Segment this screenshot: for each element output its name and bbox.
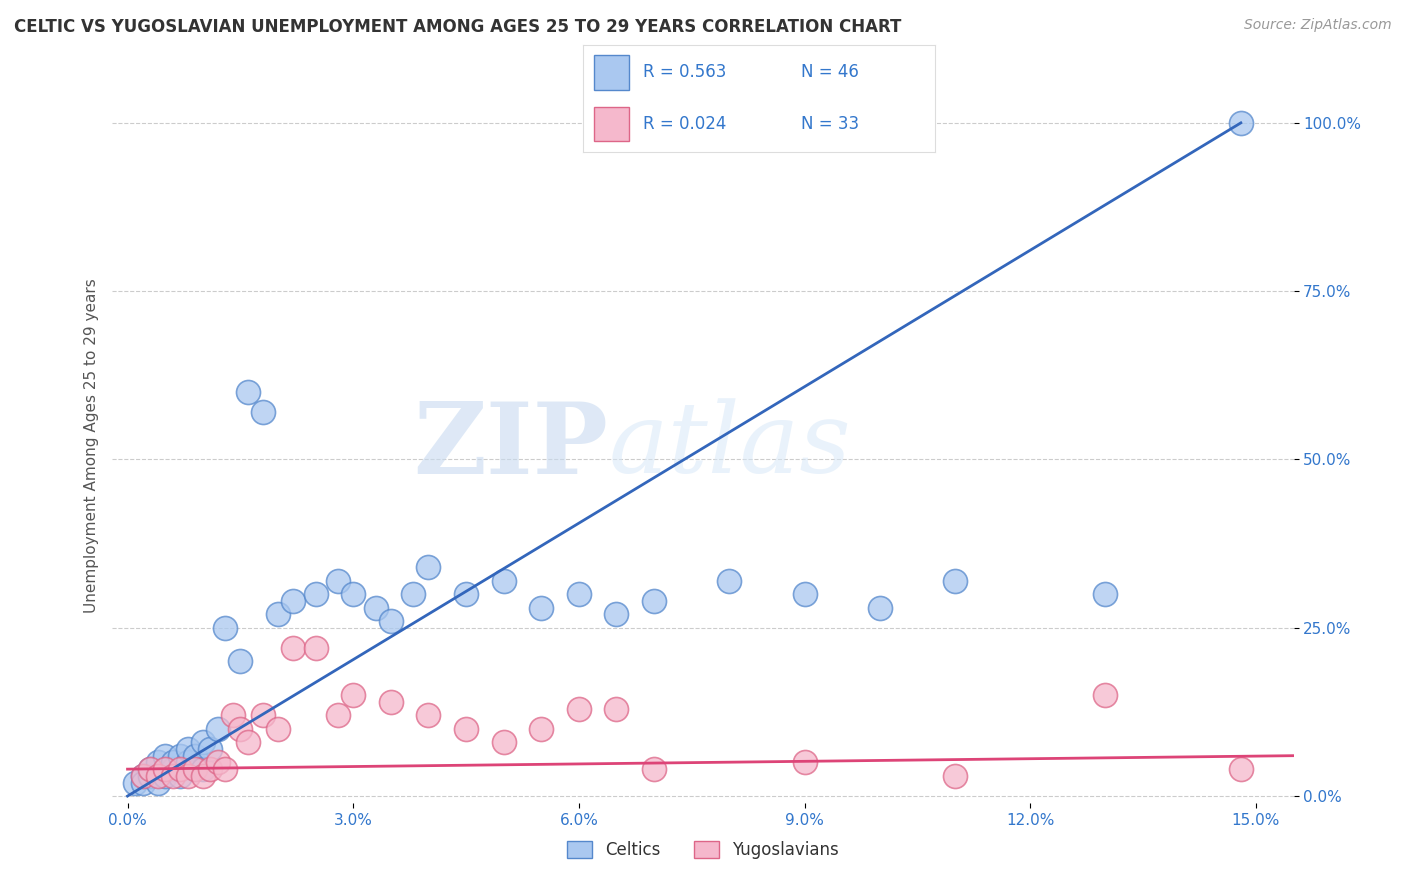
Point (281, 594, 304, 608)
Point (869, 600, 891, 615)
Point (568, 587, 591, 601)
Point (169, 762, 191, 776)
Point (200, 762, 222, 776)
Point (222, 708, 245, 723)
Point (605, 701, 627, 715)
Point (454, 587, 477, 601)
Point (139, 762, 162, 776)
Point (281, 640, 304, 655)
Point (267, 607, 290, 622)
Point (207, 756, 229, 770)
Point (146, 769, 169, 783)
FancyBboxPatch shape (593, 107, 630, 141)
Point (530, 600, 553, 615)
Point (169, 748, 191, 763)
Point (492, 574, 515, 588)
Point (304, 587, 326, 601)
FancyBboxPatch shape (593, 55, 630, 89)
Point (229, 655, 252, 669)
Point (1094, 688, 1116, 702)
Point (153, 769, 176, 783)
Point (162, 756, 184, 770)
Point (252, 405, 274, 419)
Point (643, 762, 665, 776)
Point (605, 607, 627, 622)
Point (139, 762, 162, 776)
Text: atlas: atlas (609, 399, 851, 493)
Point (643, 594, 665, 608)
Point (342, 587, 364, 601)
Text: R = 0.024: R = 0.024 (644, 115, 727, 133)
Point (146, 775, 169, 789)
Point (153, 762, 176, 776)
Point (214, 621, 236, 635)
Point (184, 762, 207, 776)
Point (454, 722, 477, 736)
Point (146, 756, 169, 770)
Text: ZIP: ZIP (413, 398, 609, 494)
Point (530, 722, 553, 736)
Point (1230, 762, 1253, 776)
Point (364, 600, 387, 615)
Point (162, 762, 184, 776)
Point (418, 708, 440, 723)
Text: R = 0.563: R = 0.563 (644, 63, 727, 81)
Point (131, 775, 153, 789)
Y-axis label: Unemployment Among Ages 25 to 29 years: Unemployment Among Ages 25 to 29 years (83, 278, 98, 614)
Point (380, 614, 402, 628)
Point (328, 574, 350, 588)
Point (236, 735, 259, 749)
Point (252, 708, 274, 723)
Point (191, 735, 214, 749)
Point (169, 769, 191, 783)
Point (793, 756, 815, 770)
Point (124, 775, 146, 789)
Legend: Celtics, Yugoslavians: Celtics, Yugoslavians (560, 834, 846, 866)
Point (177, 742, 200, 756)
Text: N = 33: N = 33 (801, 115, 859, 133)
Point (229, 722, 252, 736)
Point (267, 722, 290, 736)
Point (402, 587, 425, 601)
Point (184, 748, 207, 763)
Point (1094, 587, 1116, 601)
Point (718, 574, 741, 588)
Point (200, 742, 222, 756)
Point (191, 762, 214, 776)
Point (943, 574, 966, 588)
Point (177, 756, 200, 770)
Point (162, 769, 184, 783)
Text: N = 46: N = 46 (801, 63, 859, 81)
Point (380, 695, 402, 709)
Point (304, 640, 326, 655)
Point (153, 762, 176, 776)
Point (207, 722, 229, 736)
Point (153, 748, 176, 763)
Point (492, 735, 515, 749)
Point (568, 701, 591, 715)
Point (214, 762, 236, 776)
Point (793, 587, 815, 601)
Point (177, 769, 200, 783)
Point (131, 769, 153, 783)
Point (418, 560, 440, 574)
Point (131, 769, 153, 783)
Text: Source: ZipAtlas.com: Source: ZipAtlas.com (1244, 18, 1392, 32)
Point (1230, 116, 1253, 130)
Text: CELTIC VS YUGOSLAVIAN UNEMPLOYMENT AMONG AGES 25 TO 29 YEARS CORRELATION CHART: CELTIC VS YUGOSLAVIAN UNEMPLOYMENT AMONG… (14, 18, 901, 36)
Point (236, 385, 259, 400)
Point (943, 769, 966, 783)
Point (328, 708, 350, 723)
Point (139, 769, 162, 783)
Point (191, 769, 214, 783)
Point (342, 688, 364, 702)
